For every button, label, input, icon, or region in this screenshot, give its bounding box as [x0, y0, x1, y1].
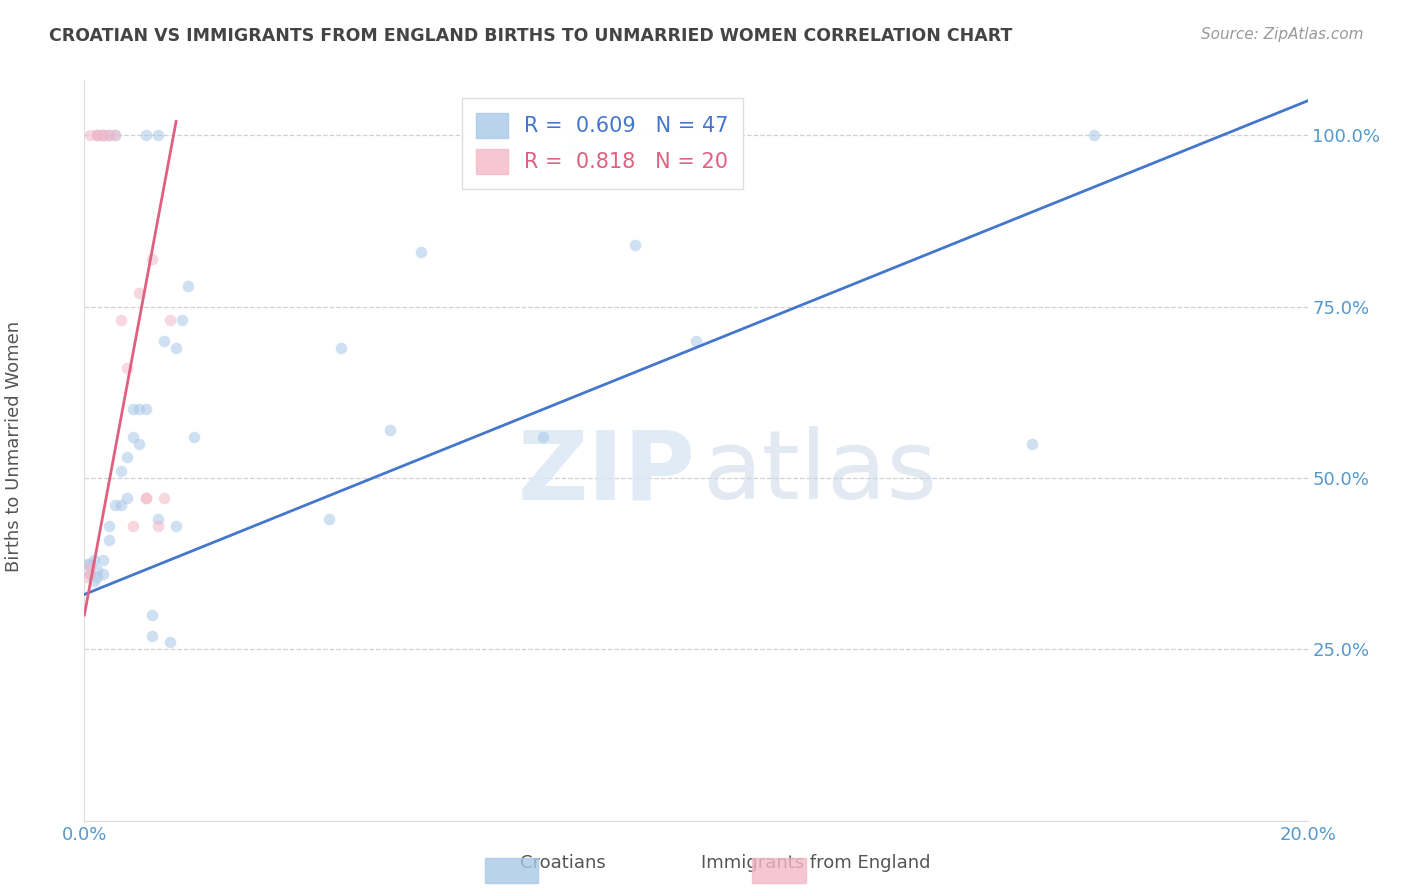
Point — [172, 313, 194, 327]
Point — [135, 491, 157, 506]
Point — [91, 128, 114, 142]
Text: CROATIAN VS IMMIGRANTS FROM ENGLAND BIRTHS TO UNMARRIED WOMEN CORRELATION CHART: CROATIAN VS IMMIGRANTS FROM ENGLAND BIRT… — [49, 27, 1012, 45]
Point — [165, 341, 187, 355]
Point — [110, 313, 132, 327]
Point — [562, 142, 585, 156]
Point — [110, 498, 132, 512]
Point — [97, 128, 120, 142]
Point — [146, 512, 169, 526]
Point — [531, 430, 554, 444]
Point — [318, 512, 340, 526]
Point — [141, 628, 163, 642]
Point — [409, 244, 432, 259]
Point — [141, 607, 163, 622]
Text: ZIP: ZIP — [517, 426, 696, 519]
Point — [79, 128, 101, 142]
Point — [330, 341, 353, 355]
Point — [122, 402, 145, 417]
Point — [146, 128, 169, 142]
Point — [79, 566, 101, 581]
Text: atlas: atlas — [702, 426, 938, 519]
Point — [91, 566, 114, 581]
Point — [79, 566, 101, 581]
Legend: R =  0.609   N = 47, R =  0.818   N = 20: R = 0.609 N = 47, R = 0.818 N = 20 — [461, 98, 744, 188]
Point — [97, 519, 120, 533]
Point — [91, 128, 114, 142]
Text: Source: ZipAtlas.com: Source: ZipAtlas.com — [1201, 27, 1364, 42]
Point — [141, 252, 163, 266]
Point — [91, 128, 114, 142]
Point — [76, 557, 98, 571]
Point — [104, 128, 127, 142]
Point — [115, 361, 138, 376]
Point — [165, 519, 187, 533]
Point — [183, 430, 205, 444]
Text: Births to Unmarried Women: Births to Unmarried Women — [6, 320, 22, 572]
Point — [153, 334, 176, 348]
Point — [86, 570, 108, 584]
Point — [1021, 436, 1043, 450]
Point — [135, 128, 157, 142]
Point — [110, 464, 132, 478]
Point — [104, 128, 127, 142]
Point — [86, 563, 108, 577]
Point — [146, 519, 169, 533]
Point — [83, 574, 105, 588]
Point — [79, 557, 101, 571]
Point — [86, 128, 108, 142]
Point — [76, 570, 98, 584]
Point — [135, 491, 157, 506]
Point — [91, 553, 114, 567]
Point — [380, 423, 402, 437]
Point — [159, 313, 181, 327]
Text: Immigrants from England: Immigrants from England — [700, 855, 931, 872]
Point — [97, 533, 120, 547]
Point — [83, 553, 105, 567]
Point — [159, 635, 181, 649]
Point — [86, 128, 108, 142]
Point — [177, 279, 200, 293]
Point — [135, 402, 157, 417]
Point — [79, 560, 101, 574]
Point — [115, 491, 138, 506]
Point — [153, 491, 176, 506]
Point — [122, 519, 145, 533]
Point — [624, 237, 647, 252]
Point — [115, 450, 138, 465]
Point — [128, 402, 150, 417]
Point — [128, 285, 150, 300]
Point — [97, 128, 120, 142]
Point — [685, 334, 707, 348]
Text: Croatians: Croatians — [520, 855, 605, 872]
Point — [122, 430, 145, 444]
Point — [104, 498, 127, 512]
Point — [1083, 128, 1105, 142]
Point — [128, 436, 150, 450]
Point — [86, 128, 108, 142]
